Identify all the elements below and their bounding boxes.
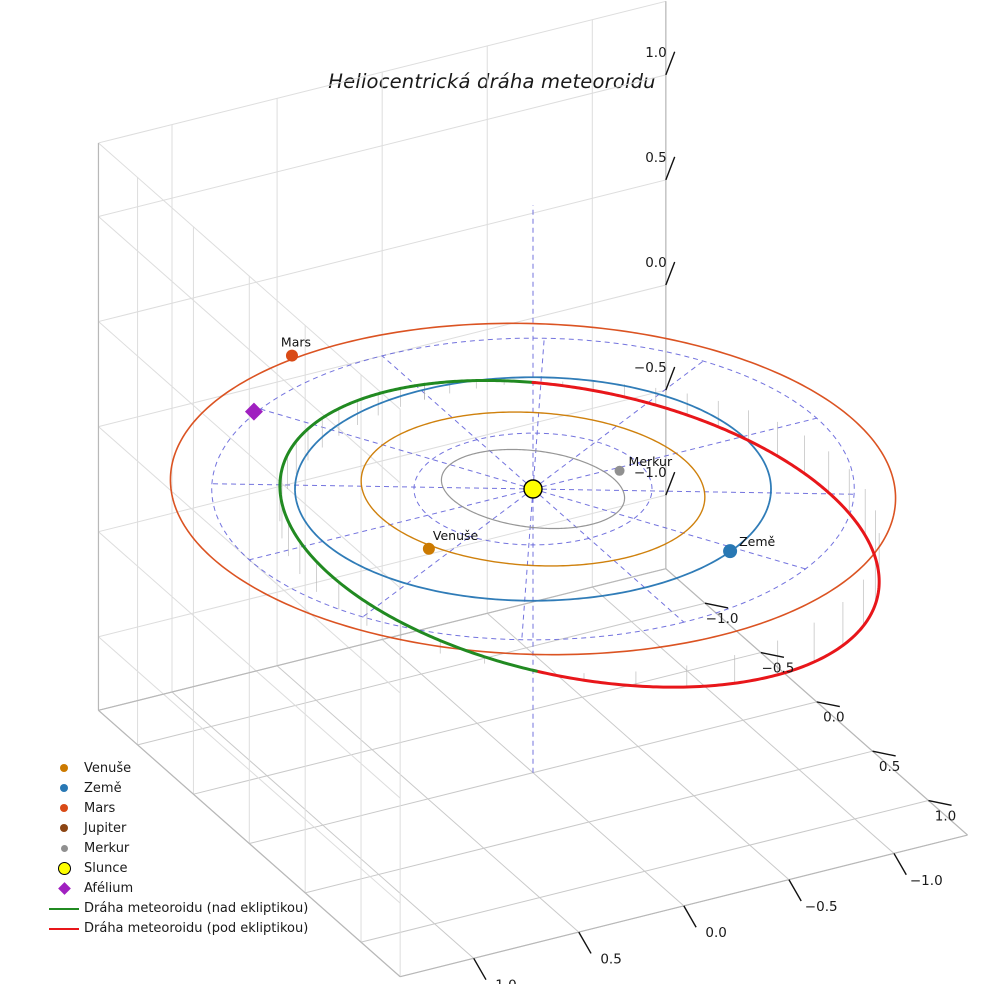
body-markers: Merkur Venuše Země Mars bbox=[244, 335, 776, 559]
legend-item-0[interactable]: Venuše bbox=[44, 758, 308, 778]
body-marker-slunce bbox=[523, 479, 543, 499]
legend-label: Dráha meteoroidu (nad ekliptikou) bbox=[84, 901, 309, 917]
legend-label: Mars bbox=[84, 800, 116, 816]
y-tick-label: 1.0 bbox=[495, 978, 516, 984]
legend-line-swatch bbox=[49, 927, 79, 930]
axes-panes bbox=[97, 0, 968, 978]
legend-label: Dráha meteoroidu (pod ekliptikou) bbox=[84, 921, 309, 937]
z-tick-label: −0.5 bbox=[634, 360, 667, 376]
z-tick-label: 1.0 bbox=[645, 45, 666, 61]
legend-item-7[interactable]: Dráha meteoroidu (nad ekliptikou) bbox=[44, 899, 308, 919]
legend-key-line bbox=[44, 927, 84, 930]
legend-item-5[interactable]: Slunce bbox=[44, 858, 308, 878]
legend-item-4[interactable]: Merkur bbox=[44, 838, 308, 858]
body-label-venuše: Venuše bbox=[433, 528, 479, 543]
aphelion-marker bbox=[244, 402, 263, 421]
diamond-icon bbox=[57, 882, 71, 895]
body-marker-mars bbox=[285, 349, 298, 362]
x-tick-label: 0.0 bbox=[823, 710, 844, 726]
x-tick-label: −0.5 bbox=[762, 660, 795, 676]
legend-line-swatch bbox=[49, 907, 79, 910]
y-tick-label: 0.0 bbox=[705, 925, 726, 941]
legend-key-dot bbox=[44, 784, 84, 793]
body-marker-venuše bbox=[422, 542, 435, 555]
meteoroid-droplines bbox=[279, 380, 880, 687]
dot-icon bbox=[60, 804, 68, 813]
legend-label: Jupiter bbox=[84, 820, 127, 836]
legend-item-8[interactable]: Dráha meteoroidu (pod ekliptikou) bbox=[44, 919, 308, 939]
dot-icon bbox=[60, 824, 68, 833]
legend-item-2[interactable]: Mars bbox=[44, 798, 308, 818]
page-title: Heliocentrická dráha meteoroidu bbox=[328, 70, 656, 93]
legend-key-dot bbox=[44, 824, 84, 833]
body-label-merkur: Merkur bbox=[629, 454, 673, 469]
legend-key-diamond bbox=[44, 882, 84, 895]
legend-item-6[interactable]: Afélium bbox=[44, 879, 308, 899]
dot-icon bbox=[57, 862, 71, 876]
y-tick-label: 0.5 bbox=[600, 951, 621, 967]
legend-label: Slunce bbox=[84, 861, 128, 877]
dot-icon bbox=[60, 784, 68, 793]
legend-label: Merkur bbox=[84, 840, 130, 856]
legend-label: Venuše bbox=[84, 760, 132, 776]
legend-item-1[interactable]: Země bbox=[44, 778, 308, 798]
legend: Venuše Země Mars Jupiter Merkur Slunce Afélium… bbox=[44, 758, 308, 939]
dot-icon bbox=[60, 764, 68, 773]
x-tick-label: 1.0 bbox=[935, 808, 956, 824]
x-tick-label: 0.5 bbox=[879, 759, 900, 775]
legend-item-3[interactable]: Jupiter bbox=[44, 818, 308, 838]
legend-label: Země bbox=[84, 780, 122, 796]
axis-ticks: −1.0 −0.5 0.0 0.5 1.0 −1.0 −0.5 0.0 0.5 1.0 −1.0 −0… bbox=[473, 45, 956, 984]
legend-key-dot bbox=[44, 764, 84, 773]
legend-key-line bbox=[44, 907, 84, 910]
legend-key-dot bbox=[44, 862, 84, 876]
body-label-země: Země bbox=[739, 534, 775, 549]
y-tick-label: −0.5 bbox=[805, 899, 838, 915]
body-marker-merkur bbox=[614, 465, 625, 476]
z-tick-label: 0.0 bbox=[645, 255, 666, 271]
legend-key-dot bbox=[44, 804, 84, 813]
z-tick-label: −1.0 bbox=[634, 465, 667, 481]
x-tick-label: −1.0 bbox=[706, 611, 739, 627]
planet-orbits bbox=[169, 322, 897, 656]
y-tick-label: −1.0 bbox=[910, 873, 943, 889]
meteoroid-orbit bbox=[278, 378, 881, 689]
dot-icon bbox=[60, 844, 68, 852]
body-label-mars: Mars bbox=[281, 335, 311, 350]
body-marker-země bbox=[723, 544, 738, 559]
legend-key-dot bbox=[44, 844, 84, 852]
z-tick-label: 0.5 bbox=[645, 150, 666, 166]
legend-label: Afélium bbox=[84, 881, 134, 897]
